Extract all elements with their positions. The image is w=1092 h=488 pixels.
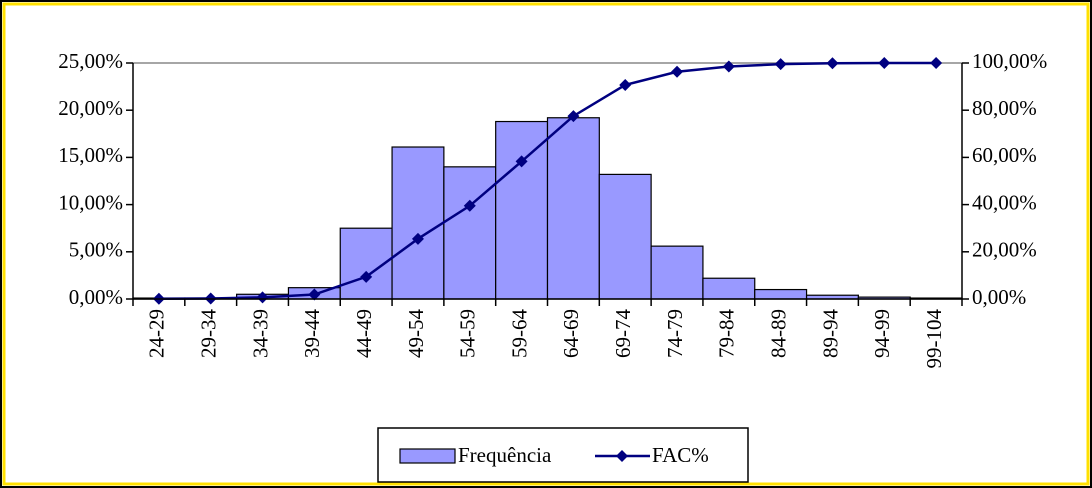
x-tick-label: 34-39 [248, 309, 272, 358]
legend-marker [616, 450, 628, 462]
legend-label: FAC% [652, 443, 709, 467]
x-tick-label: 59-64 [507, 309, 531, 358]
x-tick-label: 89-94 [818, 309, 842, 358]
bar [495, 120, 549, 300]
x-tick-label: 64-69 [559, 309, 583, 358]
marker [515, 155, 528, 168]
legend-swatch [399, 448, 456, 464]
marker [774, 58, 787, 71]
y2-tick-label: 100,00% [972, 49, 1047, 73]
marker [878, 57, 891, 69]
line [158, 61, 937, 301]
y-tick-label: 15,00% [58, 143, 123, 167]
y2-tick-label: 20,00% [972, 238, 1037, 262]
x-tick-label: 79-84 [715, 309, 739, 358]
marker [930, 57, 943, 69]
y2-tick-label: 60,00% [972, 143, 1037, 167]
y-tick-label: 0,00% [69, 285, 123, 309]
bar [650, 245, 704, 300]
x-tick-label: 99-104 [922, 309, 946, 369]
y-tick-label: 5,00% [69, 238, 123, 262]
marker [411, 232, 424, 245]
x-tick-label: 84-89 [766, 309, 790, 358]
bar [443, 166, 497, 300]
bar [391, 146, 445, 300]
y2-tick-label: 0,00% [972, 285, 1026, 309]
marker [826, 57, 839, 70]
marker [256, 291, 269, 304]
marker [619, 78, 632, 91]
bar [702, 277, 756, 300]
marker [360, 270, 373, 283]
y2-tick-label: 80,00% [972, 96, 1037, 120]
x-tick-label: 54-59 [456, 309, 480, 358]
x-tick-label: 49-54 [404, 309, 428, 358]
x-tick-label: 39-44 [300, 309, 324, 358]
y-tick-label: 10,00% [58, 190, 123, 214]
marker [463, 199, 476, 212]
x-tick-label: 74-79 [663, 309, 687, 358]
bar [598, 173, 652, 300]
x-tick-label: 24-29 [145, 309, 169, 358]
x-tick-label: 94-99 [870, 309, 894, 358]
legend-label: Frequência [458, 443, 552, 467]
marker [567, 110, 580, 123]
marker [671, 65, 684, 78]
marker [722, 60, 735, 73]
y-tick-label: 25,00% [58, 49, 123, 73]
bar [546, 117, 600, 300]
bar [754, 288, 808, 300]
x-tick-label: 29-34 [197, 309, 221, 358]
x-tick-label: 44-49 [352, 309, 376, 358]
x-tick-label: 69-74 [611, 309, 635, 358]
marker [308, 288, 321, 301]
y-tick-label: 20,00% [58, 96, 123, 120]
y2-tick-label: 40,00% [972, 190, 1037, 214]
